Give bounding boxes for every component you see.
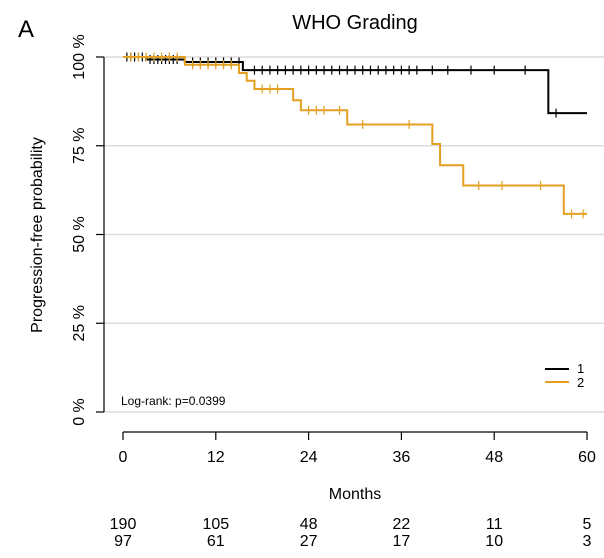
risk-count-1-4: 11 xyxy=(486,516,503,533)
y-tick-label-1: 25 % xyxy=(71,305,88,341)
x-tick-label-1: 12 xyxy=(207,449,225,466)
risk-count-2-2: 27 xyxy=(300,533,318,550)
risk-count-2-5: 3 xyxy=(583,533,592,550)
risk-count-1-1: 105 xyxy=(202,516,229,533)
y-tick-label-3: 75 % xyxy=(71,128,88,164)
risk-count-1-3: 22 xyxy=(393,516,411,533)
grid-lines xyxy=(104,56,604,413)
series-layer xyxy=(123,52,587,219)
legend: 1 2 xyxy=(545,361,584,390)
axes: 0 % 25 % 50 % 75 % 100 % 0 12 24 36 48 60 xyxy=(71,34,596,466)
legend-label-2: 2 xyxy=(577,375,584,390)
y-axis-label: Progression-free probability xyxy=(29,137,46,333)
x-tick-label-3: 36 xyxy=(393,449,411,466)
x-tick-label-2: 24 xyxy=(300,449,318,466)
panel-label: A xyxy=(18,16,34,43)
risk-count-2-1: 61 xyxy=(207,533,225,550)
x-tick-label-0: 0 xyxy=(119,449,128,466)
logrank-annotation: Log-rank: p=0.0399 xyxy=(121,394,226,408)
x-axis-label: Months xyxy=(329,486,381,503)
risk-count-1-2: 48 xyxy=(300,516,318,533)
series-2-curve xyxy=(123,56,587,215)
risk-count-2-3: 17 xyxy=(393,533,411,550)
x-tick-label-4: 48 xyxy=(485,449,503,466)
chart-title: WHO Grading xyxy=(292,12,418,34)
risk-count-1-5: 5 xyxy=(583,516,592,533)
series-2 xyxy=(123,52,587,219)
y-tick-label-4: 100 % xyxy=(71,34,88,79)
x-tick-label-5: 60 xyxy=(578,449,596,466)
y-tick-label-2: 50 % xyxy=(71,216,88,252)
risk-table: 190 105 48 22 11 5 97 61 27 17 10 3 xyxy=(110,516,592,550)
y-tick-label-0: 0 % xyxy=(71,398,88,426)
risk-count-2-0: 97 xyxy=(114,533,132,550)
risk-count-2-4: 10 xyxy=(485,533,503,550)
legend-label-1: 1 xyxy=(577,361,584,376)
risk-count-1-0: 190 xyxy=(110,516,137,533)
